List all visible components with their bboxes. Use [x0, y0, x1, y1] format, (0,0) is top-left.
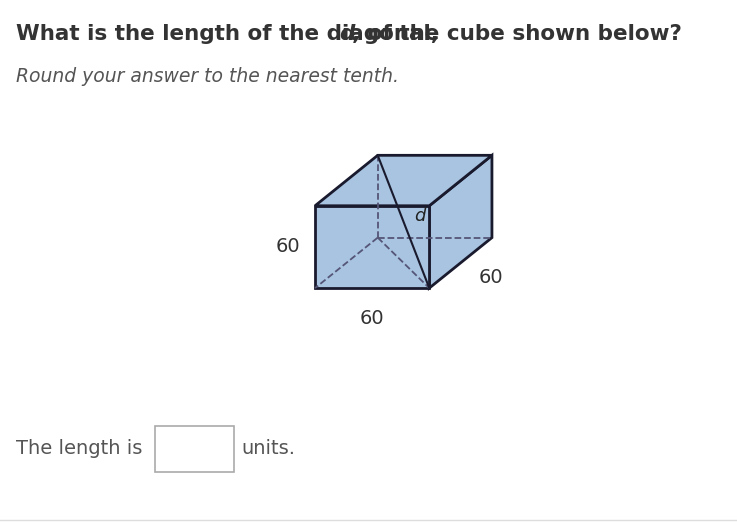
Text: What is the length of the diagonal,: What is the length of the diagonal, [16, 24, 447, 44]
Text: Round your answer to the nearest tenth.: Round your answer to the nearest tenth. [16, 67, 399, 87]
FancyBboxPatch shape [155, 426, 234, 472]
Text: 60: 60 [276, 237, 301, 256]
Text: 60: 60 [479, 268, 503, 287]
Polygon shape [429, 155, 492, 288]
Text: , of the cube shown below?: , of the cube shown below? [352, 24, 682, 44]
Text: d: d [339, 24, 354, 44]
Text: 60: 60 [360, 309, 385, 328]
Polygon shape [315, 155, 492, 205]
Polygon shape [315, 205, 429, 288]
Text: d: d [414, 208, 426, 225]
Text: The length is: The length is [16, 439, 142, 458]
Text: units.: units. [242, 439, 296, 458]
